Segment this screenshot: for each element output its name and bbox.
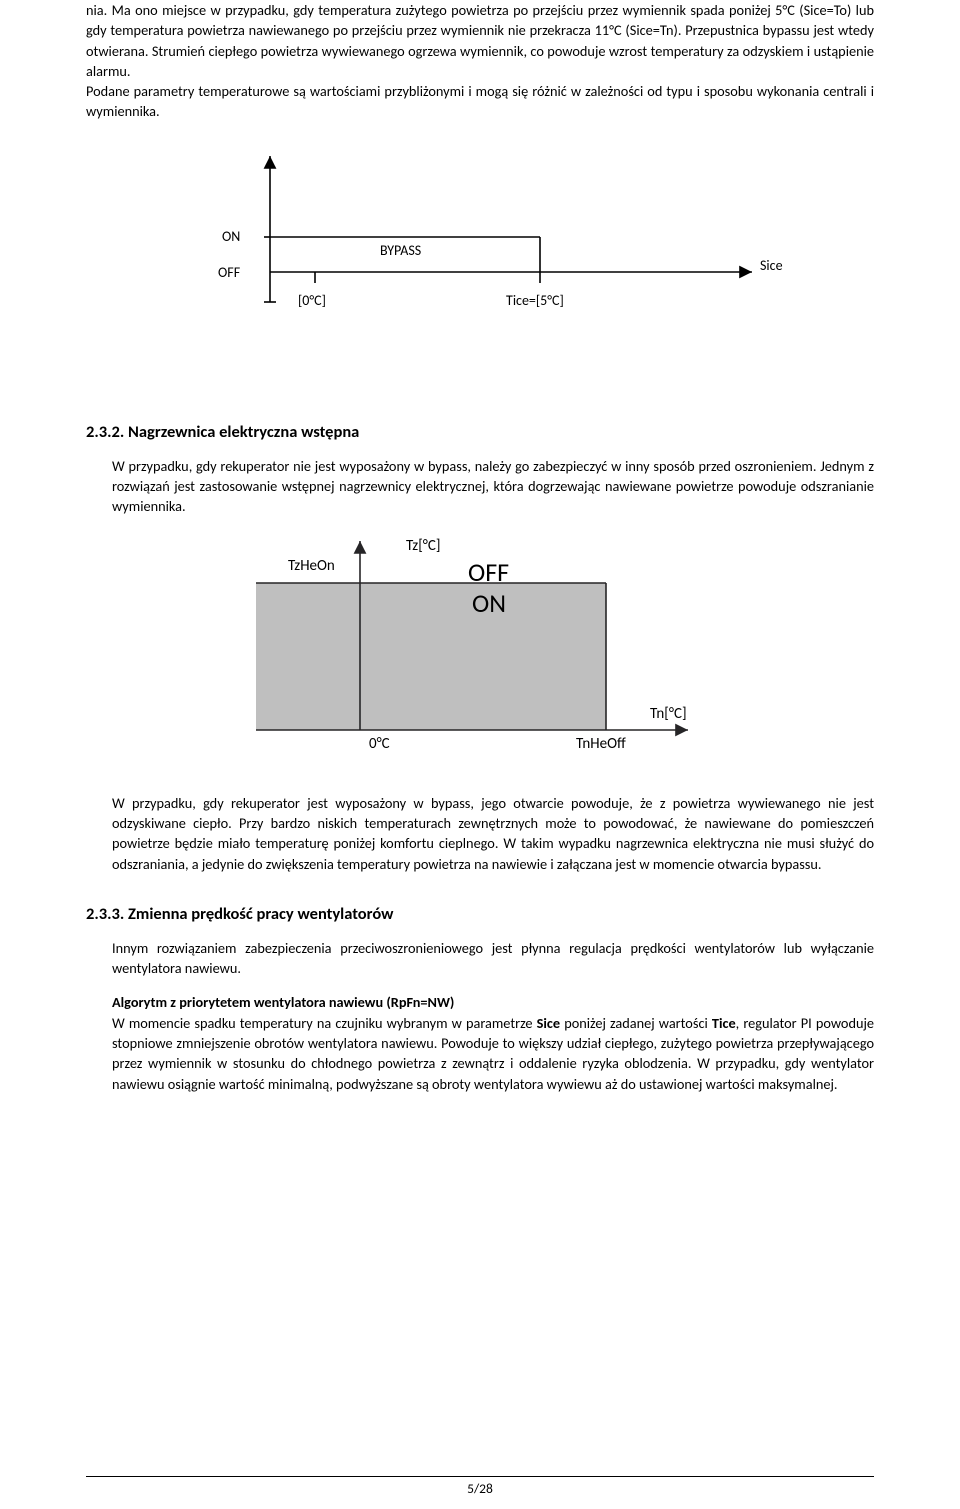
paragraph-232a: W przypadku, gdy rekuperator nie jest wy… — [86, 456, 874, 517]
heading-2-3-3: 2.3.3. Zmienna prędkość pracy wentylator… — [86, 904, 874, 924]
d1-x0-label: [0°C] — [298, 292, 326, 309]
d1-x1-label: Tice=[5°C] — [506, 292, 564, 309]
d1-off-label: OFF — [218, 264, 240, 281]
paragraph-233b: W momencie spadku temperatury na czujnik… — [86, 1013, 874, 1094]
paragraph-intro-2: Podane parametry temperaturowe są wartoś… — [86, 81, 874, 122]
paragraph-232b: W przypadku, gdy rekuperator jest wyposa… — [86, 793, 874, 874]
d2-tzheon-label: TzHeOn — [288, 557, 335, 575]
d2-tz-label: Tz[°C] — [406, 537, 440, 555]
d2-tn-label: Tn[°C] — [650, 705, 687, 723]
d2-x0-label: 0°C — [369, 735, 390, 753]
d2-off-label: OFF — [468, 556, 509, 588]
diagram-bypass-svg — [160, 152, 800, 342]
heading-2-3-2: 2.3.2. Nagrzewnica elektryczna wstępna — [86, 422, 874, 442]
paragraph-233-lead: Algorytm z priorytetem wentylatora nawie… — [86, 992, 874, 1012]
d2-on-label: ON — [472, 587, 506, 619]
d1-sice-label: Sice — [760, 257, 783, 274]
page-footer: 5/28 — [86, 1476, 874, 1497]
d2-tnheoff-label: TnHeOff — [576, 735, 626, 753]
d1-on-label: ON — [222, 228, 240, 245]
diagram-bypass: ON OFF BYPASS Sice [0°C] Tice=[5°C] — [160, 152, 800, 342]
paragraph-233a: Innym rozwiązaniem zabezpieczenia przeci… — [86, 938, 874, 979]
paragraph-intro-1: nia. Ma ono miejsce w przypadku, gdy tem… — [86, 0, 874, 81]
d1-bypass-label: BYPASS — [380, 242, 421, 259]
diagram-heater: Tz[°C] TzHeOn OFF ON Tn[°C] 0°C TnHeOff — [250, 535, 710, 771]
page-number: 5/28 — [467, 1480, 493, 1497]
page: nia. Ma ono miejsce w przypadku, gdy tem… — [0, 0, 960, 1509]
